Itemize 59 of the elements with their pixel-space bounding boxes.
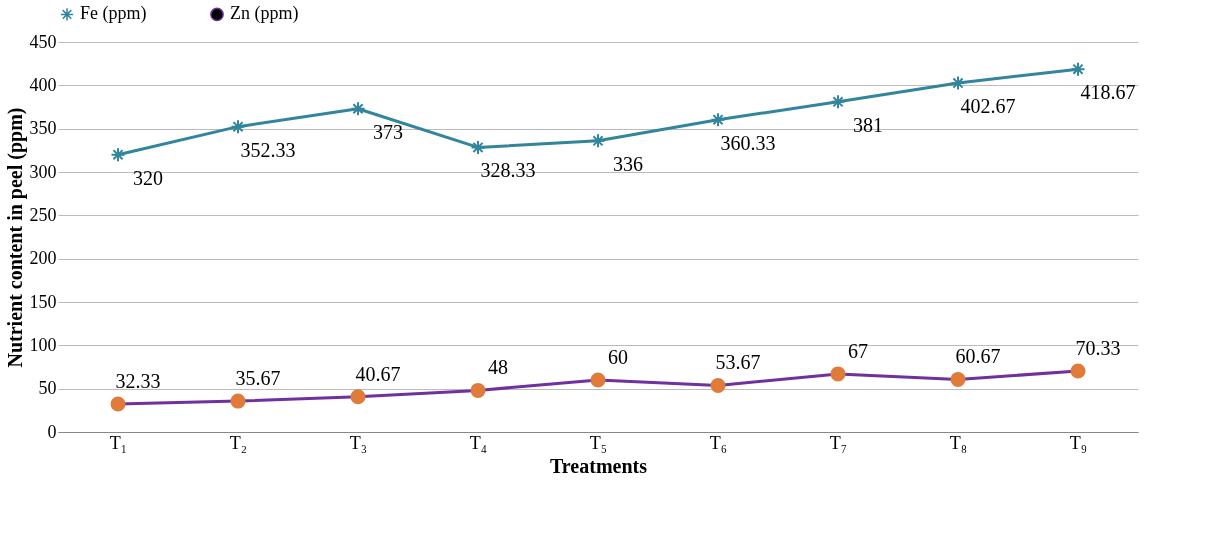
y-tick-label: 250 [29,204,57,225]
x-tick-label: T₇ [829,432,848,453]
data-label: 352.33 [240,138,296,161]
point [470,139,486,155]
data-label: 70.33 [1075,337,1121,360]
data-label: 60.67 [955,345,1001,368]
x-tick-label: T₃ [349,432,368,453]
x-axis-title: Treatments [549,454,648,477]
data-label: 418.67 [1080,81,1136,104]
point [110,147,126,163]
x-tick-label: T₂ [229,432,248,453]
x-tick-label: T₅ [589,432,608,453]
point [1070,61,1086,77]
legend-label: Zn (ppm) [230,3,299,25]
point [830,94,846,110]
point [230,393,246,409]
point [470,382,486,398]
y-tick-label: 0 [47,421,57,442]
x-tick-label: T₄ [469,432,488,453]
point [710,377,726,393]
x-tick-label: T₉ [1069,432,1088,453]
point [590,372,606,388]
point [350,101,366,117]
y-tick-label: 350 [29,118,57,139]
data-label: 32.33 [115,369,161,392]
data-label: 48 [488,356,508,379]
point [830,366,846,382]
data-label: 40.67 [355,362,401,385]
data-label: 381 [853,113,883,136]
y-tick-label: 100 [29,334,57,355]
data-label: 336 [613,152,643,175]
y-tick-label: 300 [29,161,57,182]
data-label: 402.67 [960,95,1016,118]
data-label: 360.33 [720,131,776,154]
point [590,133,606,149]
point [110,396,126,412]
point [350,389,366,405]
data-label: 53.67 [715,351,761,374]
data-label: 35.67 [235,367,281,390]
point [950,371,966,387]
point [710,112,726,128]
point [950,75,966,91]
x-tick-label: T₈ [949,432,968,453]
data-label: 373 [373,120,403,143]
data-label: 67 [848,339,868,362]
x-tick-label: T₁ [109,432,128,453]
y-tick-label: 150 [29,291,57,312]
x-tick-label: T₆ [709,432,728,453]
y-axis-title: Nutrient content in peel (ppm) [3,107,27,368]
y-tick-label: 50 [38,378,57,399]
y-tick-label: 200 [29,248,57,269]
data-label: 60 [608,346,628,368]
legend-label: Fe (ppm) [80,3,147,25]
data-label: 328.33 [480,159,536,182]
data-label: 320 [133,166,163,189]
y-tick-label: 450 [29,31,57,52]
point [230,119,246,135]
y-tick-label: 400 [29,74,57,95]
point [1070,363,1086,379]
